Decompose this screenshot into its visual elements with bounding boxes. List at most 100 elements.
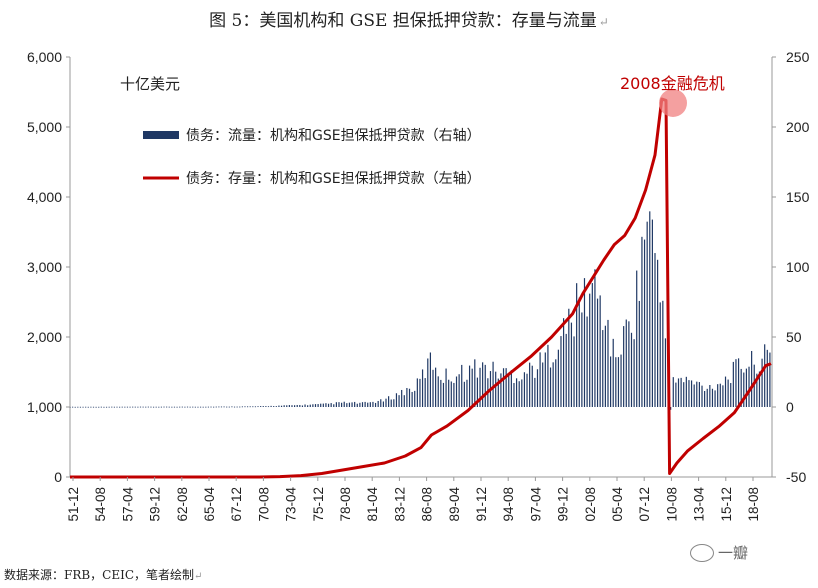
flow-bar	[690, 380, 693, 407]
flow-bar	[92, 406, 95, 408]
flow-bar	[722, 385, 724, 407]
flow-bar	[445, 368, 447, 407]
flow-bar	[495, 371, 497, 407]
x-tick-label: 10-08	[664, 487, 679, 522]
flow-bar	[82, 406, 84, 408]
flow-bar	[411, 391, 413, 407]
flow-bar	[573, 336, 575, 407]
flow-bar	[659, 302, 661, 407]
flow-bar	[239, 406, 241, 408]
flow-bar	[685, 376, 687, 407]
flow-bar	[304, 404, 306, 407]
flow-bar	[562, 318, 565, 407]
flow-bar	[147, 406, 149, 408]
flow-bar	[727, 379, 729, 407]
flow-bar	[463, 381, 465, 407]
flow-bar	[461, 364, 463, 407]
flow-bar	[651, 219, 653, 407]
flow-bar	[570, 322, 573, 407]
flow-bar	[508, 373, 510, 407]
flow-bar	[199, 406, 202, 408]
flow-bar	[262, 406, 264, 407]
flow-bar	[594, 269, 596, 407]
stock-line-group	[70, 97, 772, 479]
flow-bar	[380, 399, 382, 407]
flow-bars	[69, 211, 771, 410]
flow-bar	[515, 378, 518, 407]
flow-bar	[740, 368, 742, 407]
flow-bar	[406, 387, 408, 407]
x-tick-label: 99-12	[556, 487, 571, 522]
flow-bar	[205, 406, 207, 408]
flow-bar	[388, 396, 390, 407]
flow-bar	[116, 406, 118, 408]
flow-bar	[197, 406, 199, 408]
flow-bar	[724, 376, 727, 407]
left-tick-label: 3,000	[27, 259, 62, 275]
flow-bar	[320, 403, 322, 407]
flow-bar	[134, 406, 136, 408]
flow-bar	[100, 406, 102, 408]
flow-bar	[87, 406, 89, 408]
flow-bar	[474, 359, 476, 407]
left-tick-label: 0	[54, 469, 62, 485]
flow-bar	[578, 297, 580, 407]
x-tick-label: 54-08	[93, 487, 108, 522]
flow-bar	[408, 388, 411, 407]
flow-bar	[121, 406, 123, 408]
flow-bar	[704, 390, 706, 407]
flow-bar	[604, 325, 606, 407]
flow-bar	[581, 312, 583, 407]
flow-bar	[168, 406, 170, 408]
flow-bar	[745, 368, 748, 407]
flow-bar	[696, 381, 698, 407]
flow-bar	[610, 356, 612, 407]
flow-bar	[505, 368, 507, 407]
flow-bar	[152, 406, 155, 408]
flow-bar	[275, 406, 277, 407]
flow-bar	[354, 401, 356, 407]
x-tick-label: 18-08	[746, 487, 761, 522]
flow-bar	[484, 364, 486, 407]
flow-bar	[126, 406, 129, 408]
flow-bar	[202, 406, 204, 408]
flow-bar	[280, 405, 283, 407]
x-tick-label: 81-04	[365, 487, 380, 522]
flow-bar	[701, 385, 703, 407]
flow-bar	[293, 405, 296, 407]
source-note: 数据来源：FRB，CEIC，笔者绘制↵	[4, 566, 202, 583]
flow-bar	[108, 406, 110, 408]
flow-bar	[359, 402, 361, 407]
flow-bar	[544, 352, 546, 407]
flow-bar	[633, 339, 635, 407]
flow-bar	[307, 405, 309, 407]
right-tick-label: 150	[786, 189, 810, 205]
flow-bar	[662, 300, 664, 407]
flow-bar	[589, 293, 591, 407]
flow-bar	[502, 368, 505, 407]
flow-bar	[427, 358, 429, 407]
flow-bar	[526, 373, 528, 407]
x-tick-label: 02-08	[583, 487, 598, 522]
flow-bar	[113, 406, 115, 408]
flow-bar	[424, 378, 426, 407]
x-tick-label: 73-04	[284, 487, 299, 522]
flow-bar	[296, 404, 298, 407]
source-text: 数据来源：FRB，CEIC，笔者绘制	[4, 568, 195, 582]
flow-bar	[325, 403, 327, 407]
flow-bar	[283, 405, 285, 407]
flow-bar	[599, 295, 601, 407]
flow-bar	[393, 399, 395, 407]
flow-bar	[586, 316, 588, 407]
flow-bar	[382, 401, 384, 407]
flow-bar	[137, 406, 139, 408]
flow-bar	[163, 406, 165, 408]
flow-bar	[166, 406, 168, 408]
flow-bar	[693, 384, 695, 407]
right-tick-label: 50	[786, 329, 802, 345]
flow-bar	[343, 401, 345, 407]
x-tick-label: 78-08	[338, 487, 353, 522]
left-tick-label: 5,000	[27, 119, 62, 135]
flow-bar	[737, 358, 740, 407]
flow-bar	[612, 338, 614, 407]
